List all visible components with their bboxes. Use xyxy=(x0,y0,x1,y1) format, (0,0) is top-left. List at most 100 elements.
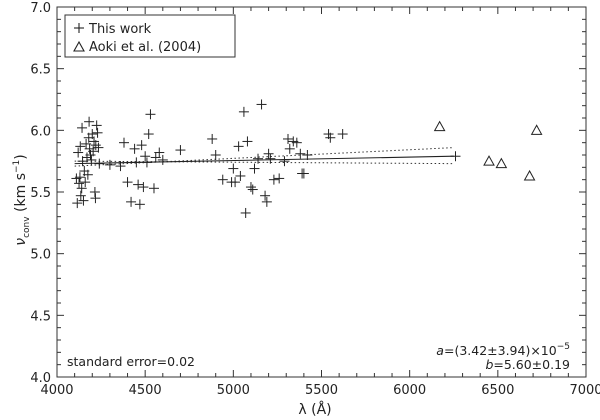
x-axis-label: λ (Å) xyxy=(298,401,331,418)
data-point-plus xyxy=(261,196,272,207)
data-point-plus xyxy=(90,140,101,151)
x-tick-label: 5500 xyxy=(305,383,338,398)
data-point-plus xyxy=(87,129,98,140)
x-tick-label: 4000 xyxy=(40,383,73,398)
data-point-plus xyxy=(263,148,274,159)
fit-a-exponent: −5 xyxy=(557,342,570,352)
data-point-plus xyxy=(80,177,91,188)
data-point-plus xyxy=(72,198,83,209)
data-point-plus xyxy=(133,179,144,190)
y-tick-label: 6.5 xyxy=(30,63,51,78)
data-point-triangle xyxy=(495,157,508,169)
data-point-plus xyxy=(298,168,309,179)
data-point-plus xyxy=(240,207,251,218)
fit-a-value: =(3.42±3.94)×10 xyxy=(444,343,557,358)
data-point-plus xyxy=(217,174,228,185)
x-axis-ticks: 4000 4500 5000 5500 6000 6500 7000 xyxy=(40,7,600,398)
confidence-bands xyxy=(74,147,454,167)
x-tick-label: 4500 xyxy=(129,383,162,398)
data-point-plus xyxy=(325,132,336,143)
data-point-plus xyxy=(274,173,285,184)
data-point-plus xyxy=(235,170,246,181)
data-point-plus xyxy=(90,193,101,204)
data-point-plus xyxy=(82,169,93,180)
x-tick-label: 7000 xyxy=(569,383,600,398)
data-point-plus xyxy=(78,195,89,206)
data-point-plus xyxy=(249,163,260,174)
data-point-plus xyxy=(126,196,137,207)
data-point-plus xyxy=(450,151,461,162)
legend-label-aoki: Aoki et al. (2004) xyxy=(89,40,201,55)
data-point-plus xyxy=(291,137,302,148)
data-point-plus xyxy=(84,116,95,127)
data-point-plus xyxy=(89,187,100,197)
data-point-plus xyxy=(245,182,256,193)
x-tick-label: 6500 xyxy=(481,383,514,398)
data-point-plus xyxy=(148,183,159,194)
y-axis-exponent: −1 xyxy=(12,160,22,173)
data-point-plus xyxy=(157,154,168,165)
data-point-plus xyxy=(279,156,290,167)
legend-label-this-work: This work xyxy=(88,22,152,37)
y-tick-label: 7.0 xyxy=(30,1,51,16)
data-point-plus xyxy=(122,177,133,188)
data-point-plus xyxy=(228,163,239,174)
data-point-plus xyxy=(131,157,142,168)
data-point-plus xyxy=(145,109,156,120)
data-point-plus xyxy=(175,145,186,156)
y-tick-label: 4.0 xyxy=(30,371,51,386)
data-point-plus xyxy=(141,157,152,168)
data-point-plus xyxy=(74,178,85,189)
data-point-plus xyxy=(238,106,249,117)
plot-border xyxy=(56,6,587,378)
data-point-plus xyxy=(88,146,99,157)
data-point-plus xyxy=(86,154,97,165)
data-point-triangle xyxy=(483,155,495,166)
data-point-plus xyxy=(154,147,165,158)
data-point-plus xyxy=(230,177,241,188)
plot-frame xyxy=(56,6,587,378)
data-point-plus xyxy=(284,143,295,154)
data-point-triangle xyxy=(433,120,446,132)
data-point-plus xyxy=(140,151,151,162)
data-point-plus xyxy=(337,129,348,140)
data-point-plus xyxy=(233,141,244,152)
y-axis-close: ) xyxy=(13,154,29,159)
y-axis-subscript: conv xyxy=(22,216,32,238)
fit-a-note: a=(3.42±3.94)×10−5 xyxy=(436,342,570,358)
fit-b-symbol: b xyxy=(485,357,493,372)
data-point-plus xyxy=(73,147,84,158)
data-point-plus xyxy=(75,141,86,152)
data-point-plus xyxy=(143,129,154,140)
data-point-plus xyxy=(247,184,258,195)
data-point-plus xyxy=(207,133,218,144)
y-tick-label: 6.0 xyxy=(30,124,51,139)
fit-a-symbol: a xyxy=(436,343,444,358)
y-tick-label: 5.0 xyxy=(30,248,51,263)
data-point-plus xyxy=(119,137,130,148)
data-points xyxy=(71,99,543,218)
data-point-plus xyxy=(104,159,115,170)
data-point-plus xyxy=(93,142,104,153)
x-tick-label: 6000 xyxy=(393,383,426,398)
legend-plus-marker xyxy=(74,23,84,33)
data-point-plus xyxy=(268,174,279,185)
confidence-band-line xyxy=(74,147,454,167)
data-point-plus xyxy=(256,99,267,110)
data-point-plus xyxy=(77,122,88,133)
x-tick-label: 5000 xyxy=(217,383,250,398)
y-axis-symbol: ν xyxy=(13,238,29,246)
data-point-plus xyxy=(138,182,149,193)
data-point-plus xyxy=(295,148,306,159)
fit-b-value: =5.60±0.19 xyxy=(493,357,570,372)
data-point-plus xyxy=(210,150,221,160)
data-point-plus xyxy=(94,158,105,169)
y-tick-label: 4.5 xyxy=(30,309,51,324)
y-axis-units: (km s xyxy=(13,173,29,216)
data-point-triangle xyxy=(523,169,536,181)
data-point-plus xyxy=(260,190,271,201)
data-point-plus xyxy=(282,133,293,144)
data-point-plus xyxy=(115,161,126,172)
data-point-plus xyxy=(136,140,147,151)
